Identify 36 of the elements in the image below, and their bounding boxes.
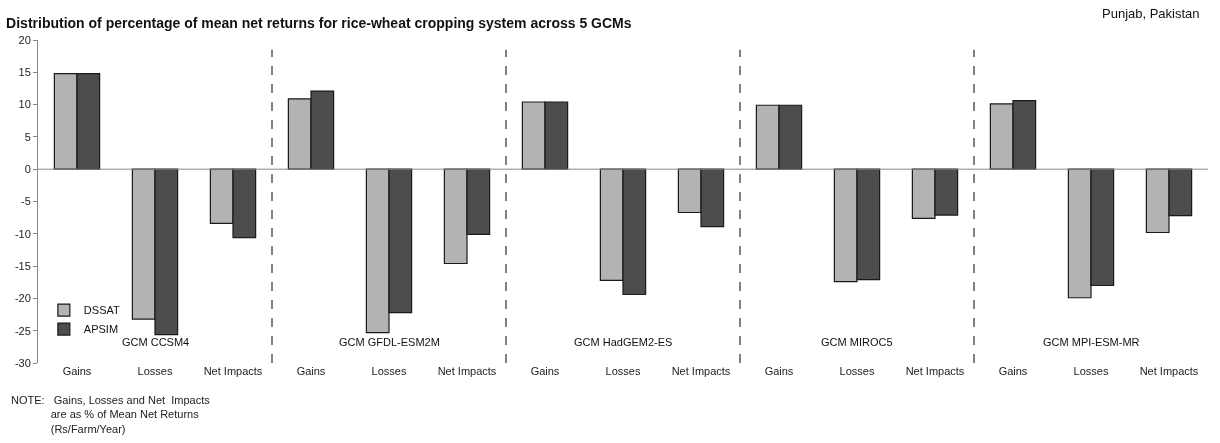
y-tick-label: -15 [14, 259, 31, 272]
x-tick-label: Net Impacts [671, 365, 731, 377]
legend-label: DSSAT [83, 304, 120, 317]
x-tick-label: Gains [998, 365, 1028, 377]
annotation: GCM CCSM4 [122, 336, 190, 348]
annotation: GCM HadGEM2-ES [574, 336, 673, 348]
y-tick-label: -25 [14, 324, 31, 337]
annotation: GCM MPI-ESM-MR [1043, 336, 1140, 348]
y-tick-label: 0 [24, 163, 31, 176]
y-tick-label: 5 [24, 130, 31, 143]
chart-subtitle: Punjab, Pakistan [1102, 6, 1200, 21]
x-tick-label: Gains [530, 365, 560, 377]
y-tick-label: 10 [18, 98, 31, 111]
x-tick-label: Gains [62, 365, 92, 377]
legend-label: APSIM [83, 323, 119, 336]
y-tick-label: -10 [14, 227, 31, 240]
chart-title: Distribution of percentage of mean net returns for rice-wheat cropping system across 5 GCMs [6, 14, 632, 31]
y-tick-label: 15 [18, 66, 31, 79]
x-tick-label: Losses [137, 365, 173, 377]
annotation: GCM GFDL-ESM2M [339, 336, 440, 348]
x-tick-label: Net Impacts [437, 365, 497, 377]
x-tick-label: Losses [1073, 365, 1109, 377]
x-tick-label: Net Impacts [905, 365, 965, 377]
x-tick-label: Gains [296, 365, 326, 377]
x-tick-label: Net Impacts [1139, 365, 1199, 377]
x-tick-label: Net Impacts [203, 365, 263, 377]
y-tick-label: -20 [14, 292, 31, 305]
y-tick-label: 20 [18, 33, 31, 46]
annotation: GCM MIROC5 [821, 336, 893, 348]
y-tick-label: -5 [21, 195, 31, 208]
text: NOTE: Gains, Losses and Net Impacts are as % of Mean Net Returns (Rs/Farm/Year) [11, 394, 211, 435]
y-tick-label: -30 [14, 356, 31, 369]
x-tick-label: Losses [839, 365, 875, 377]
x-tick-label: Gains [764, 365, 794, 377]
x-tick-label: Losses [605, 365, 641, 377]
x-tick-label: Losses [371, 365, 407, 377]
